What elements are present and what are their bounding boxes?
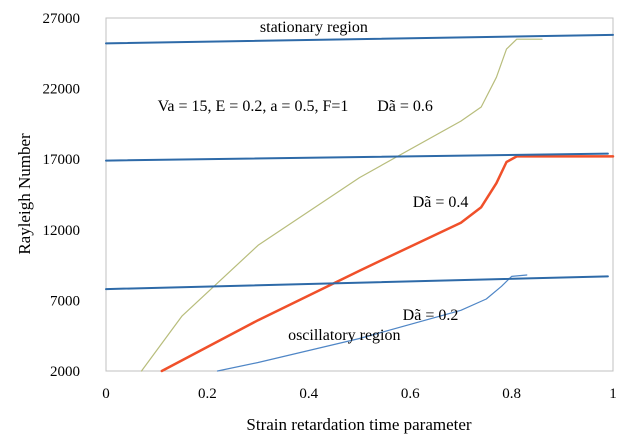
- y-tick-label: 12000: [43, 223, 81, 239]
- x-tick-label: 0.6: [401, 386, 420, 402]
- series-line-2: [160, 155, 615, 373]
- x-tick-label: 0.2: [198, 386, 217, 402]
- tick-labels: 0 0.2 0.4 0.6 0.8 120007000120001700022000270…: [43, 11, 617, 402]
- annotation-label: stationary region: [260, 19, 368, 36]
- annotation-label: Va = 15, E = 0.2, a = 0.5, F=1: [158, 98, 349, 115]
- boundary-line-3: [105, 275, 609, 291]
- x-axis-label: Strain retardation time parameter: [246, 415, 471, 434]
- y-tick-label: 27000: [43, 11, 81, 27]
- x-tick-label: 0.8: [502, 386, 521, 402]
- series-group: [105, 33, 615, 373]
- boundary-line-2: [105, 152, 609, 162]
- annotation-label: Dã = 0.4: [413, 194, 469, 211]
- x-tick-label: 1: [609, 386, 617, 402]
- y-tick-label: 22000: [43, 82, 81, 98]
- y-tick-label: 7000: [50, 293, 80, 309]
- annotations: stationary region Va = 15, E = 0.2, a = 0…: [158, 19, 469, 344]
- annotation-label: Dã = 0.2: [403, 307, 459, 324]
- boundary-line-1: [105, 33, 614, 45]
- annotation-label: Dã = 0.6: [377, 98, 433, 115]
- annotation-label: oscillatory region: [288, 327, 400, 344]
- y-tick-label: 17000: [43, 152, 81, 168]
- y-axis-label: Rayleigh Number: [15, 133, 34, 255]
- series-line-1: [140, 38, 543, 372]
- plot-area: [105, 17, 614, 372]
- x-tick-label: 0.4: [299, 386, 318, 402]
- y-tick-label: 2000: [50, 364, 80, 380]
- x-tick-label: 0: [102, 386, 110, 402]
